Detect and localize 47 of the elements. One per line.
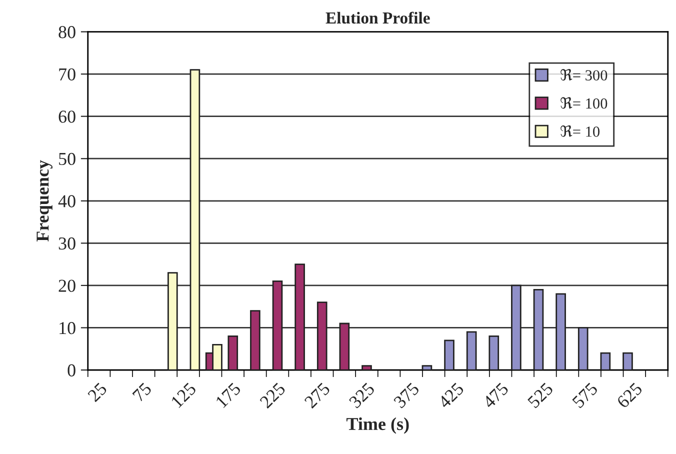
y-tick-label: 30 [58,237,76,250]
x-tick-label: 575 [572,382,598,409]
y-tick-label: 60 [58,110,76,123]
y-axis-title: Frequency [36,160,52,242]
bar [339,322,350,370]
bar [466,331,477,370]
x-tick-label: 375 [393,382,420,409]
y-tick-label: 40 [58,195,76,208]
x-tick-label: 175 [215,382,242,408]
y-tick-label: 0 [68,364,76,376]
bar [272,280,283,370]
legend-label: ℜ= 100 [560,97,608,109]
x-tick-label: 625 [616,382,643,409]
legend-label: ℜ= 300 [560,69,608,81]
y-tick-label: 10 [60,322,76,334]
x-tick-label: 75 [132,382,152,402]
bar [422,365,432,370]
bar [294,264,305,370]
x-axis-title: Time (s) [346,417,409,434]
bar [556,293,566,370]
bar [316,302,328,370]
chart-title: Elution Profile [326,12,430,24]
bar [444,340,454,370]
x-tick-label: 225 [259,382,286,409]
bar [600,352,611,370]
bar [488,335,500,370]
x-tick-label: 525 [527,382,554,409]
x-tick-label: 475 [482,382,510,410]
bar [167,272,178,370]
x-tick-label: 425 [437,382,464,410]
bar [228,335,238,370]
bar [578,327,588,370]
bar [362,365,372,370]
x-tick-label: 125 [170,382,197,408]
bar [622,352,633,370]
y-tick-label: 20 [58,280,76,292]
bar [250,310,260,370]
x-tick-label: 275 [304,382,331,409]
y-tick-label: 50 [59,152,76,166]
y-tick-label: 70 [59,68,76,80]
bar [511,284,522,370]
bar [190,69,200,370]
x-tick-label: 25 [87,382,108,402]
y-tick-label: 80 [58,26,76,38]
bar [533,288,544,370]
x-tick-label: 325 [348,382,376,409]
legend-label: ℜ= 10 [560,125,600,137]
